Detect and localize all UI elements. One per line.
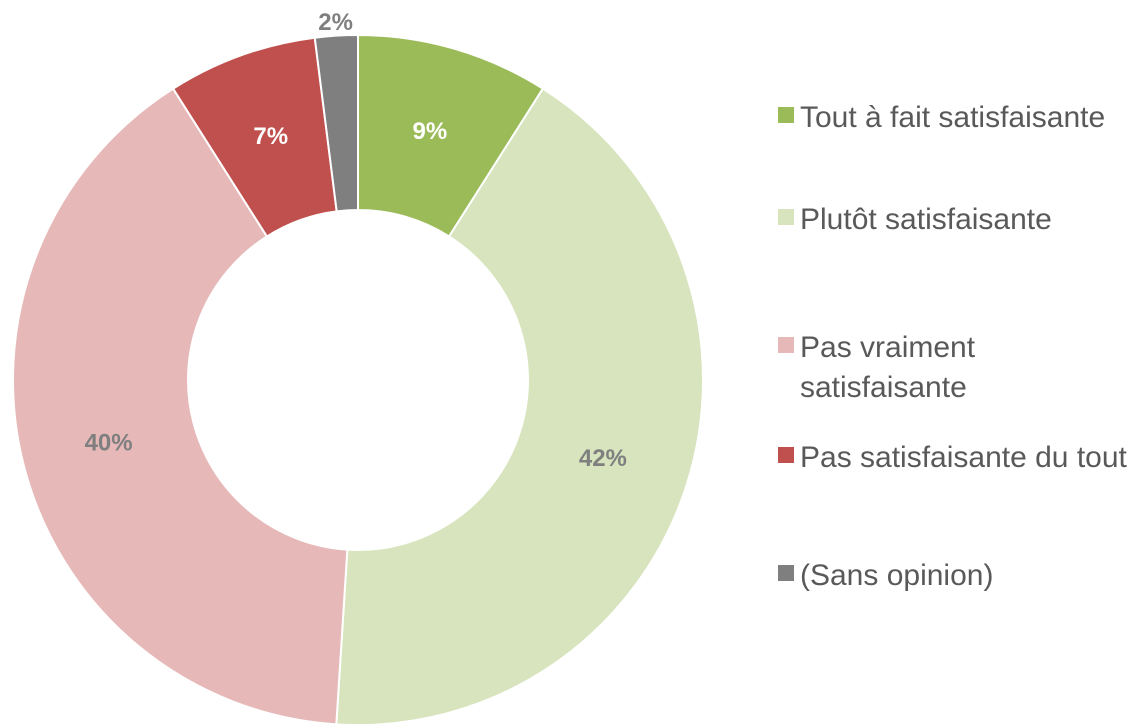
donut-slice <box>313 33 359 213</box>
legend-item: Pas vraiment satisfaisante <box>778 328 1138 408</box>
data-label: 42% <box>579 445 627 472</box>
data-label: 2% <box>318 9 353 36</box>
chart: 9% 42% 40% 7% 2% <box>12 9 704 724</box>
legend-label: Pas vraiment satisfaisante <box>800 331 976 404</box>
legend-label: Pas satisfaisante du tout <box>800 441 1127 474</box>
legend-item: Tout à fait satisfaisante <box>778 98 1138 138</box>
legend-swatch <box>778 565 794 581</box>
legend-item: Plutôt satisfaisante <box>778 200 1138 240</box>
donut-slice <box>335 87 704 724</box>
legend-label: (Sans opinion) <box>800 559 994 592</box>
donut-slice <box>12 87 349 724</box>
legend-swatch <box>778 107 794 123</box>
legend-swatch <box>778 447 794 463</box>
data-label: 40% <box>85 429 133 456</box>
legend-swatch <box>778 209 794 225</box>
legend-label: Tout à fait satisfaisante <box>800 101 1106 134</box>
legend-item: Pas satisfaisante du tout <box>778 438 1138 478</box>
legend-item: (Sans opinion) <box>778 556 1138 596</box>
legend-swatch <box>778 337 794 353</box>
data-label: 7% <box>253 123 288 150</box>
data-label: 9% <box>412 118 447 145</box>
legend-label: Plutôt satisfaisante <box>800 203 1052 236</box>
